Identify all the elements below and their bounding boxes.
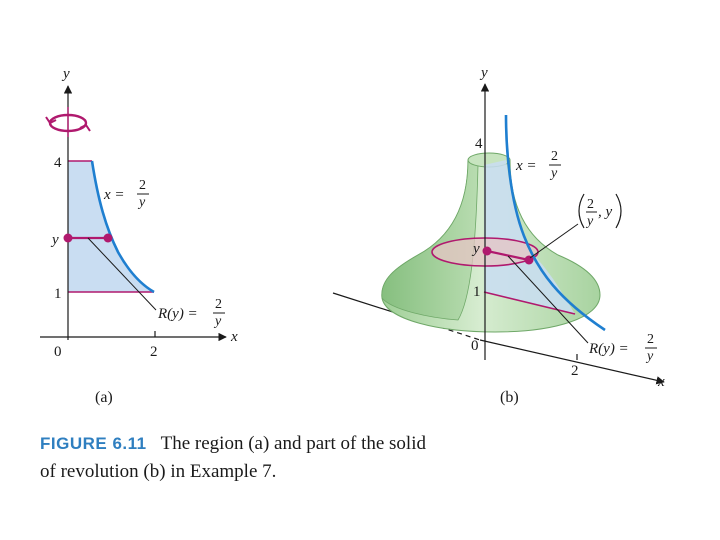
radius-lhs-a: R(y) =: [157, 306, 198, 322]
point-right-paren-b: [615, 193, 622, 229]
tick-y-label-b: y: [471, 241, 480, 257]
radius-end-dot-a: [103, 233, 113, 243]
radius-start-dot-a: [63, 233, 73, 243]
y-axis-label-b: y: [479, 65, 488, 81]
region-b: [484, 160, 575, 314]
curve-lhs-a: x =: [103, 187, 125, 203]
panel-a: y x 4 1 y 0 2 x = 2 y R(y) = 2 y (a): [40, 66, 238, 406]
sublabel-a: (a): [95, 389, 113, 406]
tick-2-label-b: 2: [571, 363, 579, 379]
point-den-b: y: [585, 214, 594, 229]
x-axis-front-b: [479, 339, 665, 385]
figure-caption: FIGURE 6.11 The region (a) and part of th…: [40, 430, 440, 486]
radius-den-b: y: [645, 349, 654, 364]
caption-label: FIGURE 6.11: [40, 434, 147, 453]
tick-1-label-a: 1: [54, 286, 62, 302]
region-a: [68, 161, 154, 292]
curve-b: [504, 114, 606, 332]
sublabel-b: (b): [500, 389, 519, 406]
tick-y-label-a: y: [50, 232, 59, 248]
curve-lhs-b: x =: [515, 158, 537, 174]
rotation-arrow-icon: [45, 107, 91, 137]
curve-equation-b: x = 2 y: [515, 149, 561, 181]
radius-lhs-b: R(y) =: [588, 341, 629, 357]
y-axis-label-a: y: [61, 66, 70, 82]
curve-num-b: 2: [551, 149, 558, 164]
curve-den-b: y: [549, 166, 558, 181]
bottom-boundary-b: [483, 291, 576, 315]
tick-1-label-b: 1: [473, 284, 481, 300]
point-left-paren-b: [578, 193, 585, 229]
curve-a: [90, 160, 155, 294]
radius-num-a: 2: [215, 297, 222, 312]
leader-line-a: [87, 237, 157, 311]
radius-num-b: 2: [647, 332, 654, 347]
tick-4-label-a: 4: [54, 155, 62, 171]
curve-den-a: y: [137, 195, 146, 210]
curve-equation-a: x = 2 y: [103, 178, 149, 210]
caption-text: The region (a) and part of the solid of …: [40, 433, 426, 482]
point-tail-b: , y: [598, 204, 613, 220]
x-axis-hidden-b: [439, 326, 481, 341]
radius-start-dot-b: [482, 246, 492, 256]
tick-4-label-b: 4: [475, 136, 483, 152]
radius-equation-b: R(y) = 2 y: [588, 332, 657, 364]
panel-b: y x 4 1 y 0 2 x = 2 y 2 y , y R(y) = 2 y…: [332, 65, 665, 406]
point-label-b: 2 y , y: [578, 193, 622, 229]
x-axis-label-b: x: [657, 374, 665, 390]
radius-leader-b: [507, 255, 589, 344]
curve-num-a: 2: [139, 178, 146, 193]
origin-label-a: 0: [54, 344, 62, 360]
x-axis-label-a: x: [230, 329, 238, 345]
radius-den-a: y: [213, 314, 222, 329]
tick-2-label-a: 2: [150, 344, 158, 360]
radius-end-dot-b: [524, 255, 534, 265]
solid-cut-face-b: [381, 159, 479, 321]
origin-label-b: 0: [471, 338, 479, 354]
radius-segment-b: [486, 249, 530, 262]
radius-equation-a: R(y) = 2 y: [157, 297, 225, 329]
point-num-b: 2: [587, 197, 594, 212]
point-leader-b: [529, 223, 579, 259]
